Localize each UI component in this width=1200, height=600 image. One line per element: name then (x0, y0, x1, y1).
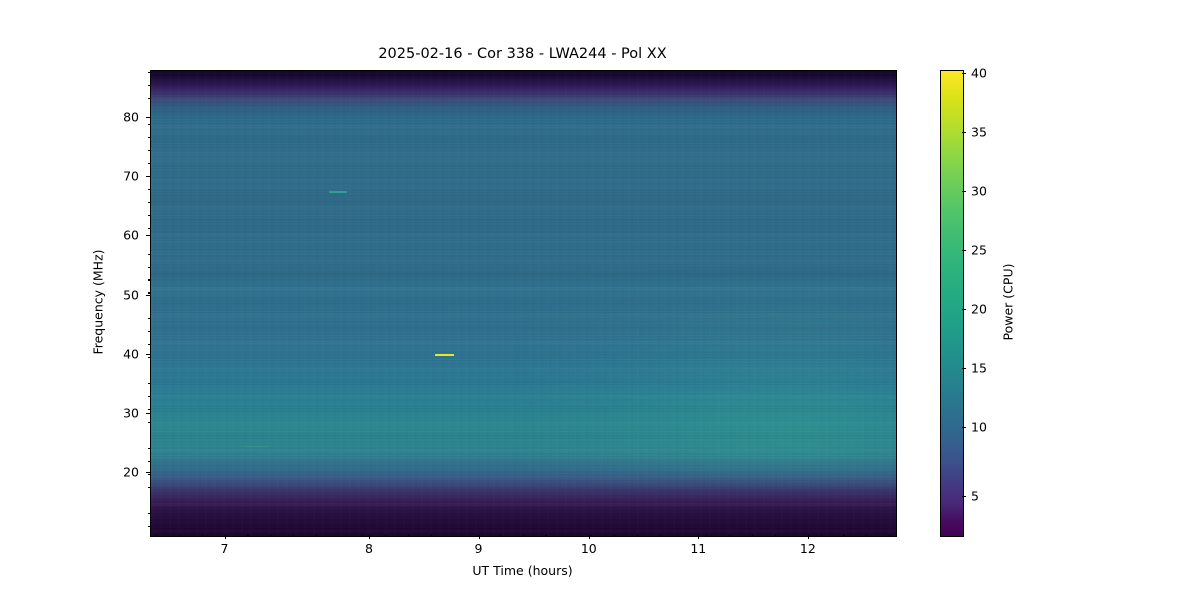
colorbar-tick-label: 10 (971, 419, 987, 435)
y-tick-label: 50 (123, 287, 139, 303)
colorbar-tick-label: 25 (971, 242, 987, 258)
colorbar-tick-label: 40 (971, 65, 987, 81)
y-axis-label: Frequency (MHz) (90, 249, 106, 355)
colorbar-tick-label: 5 (971, 488, 979, 504)
colorbar-axes[interactable] (940, 70, 964, 537)
x-tick-label: 8 (365, 541, 373, 556)
heatmap-frequency-gradient (151, 71, 896, 536)
spectrogram-axes[interactable] (150, 70, 897, 537)
colorbar-tick-label: 30 (971, 183, 987, 199)
x-tick-label: 9 (474, 541, 483, 556)
spectrogram-image (151, 71, 896, 536)
heatmap-channel-bands (151, 71, 896, 536)
colorbar-label: Power (CPU) (1000, 263, 1016, 341)
faint-transient-streak-2 (244, 446, 268, 448)
heatmap-time-brightening (151, 71, 896, 536)
colorbar-tick-label: 35 (971, 124, 987, 140)
colorbar-tick-label: 15 (971, 360, 987, 376)
x-tick-label: 11 (690, 541, 707, 556)
colorbar-gradient (941, 71, 963, 536)
heatmap-time-noise (151, 71, 896, 536)
x-tick-label: 10 (580, 541, 597, 556)
faint-transient-streak (329, 191, 347, 193)
chart-title: 2025-02-16 - Cor 338 - LWA244 - Pol XX (378, 46, 667, 62)
x-tick-label: 7 (220, 541, 229, 556)
y-tick-label: 60 (123, 227, 139, 243)
x-tick-label: 12 (799, 541, 816, 556)
x-axis-label: UT Time (hours) (472, 563, 573, 578)
colorbar-tick-label: 20 (971, 301, 987, 317)
y-tick-label: 80 (123, 109, 139, 125)
y-tick-label: 20 (123, 464, 139, 480)
bright-transient-streak (435, 354, 454, 357)
y-tick-label: 70 (123, 168, 139, 184)
heatmap-fine-striations (151, 71, 896, 536)
y-tick-label: 40 (123, 346, 139, 362)
y-tick-label: 30 (123, 405, 139, 421)
